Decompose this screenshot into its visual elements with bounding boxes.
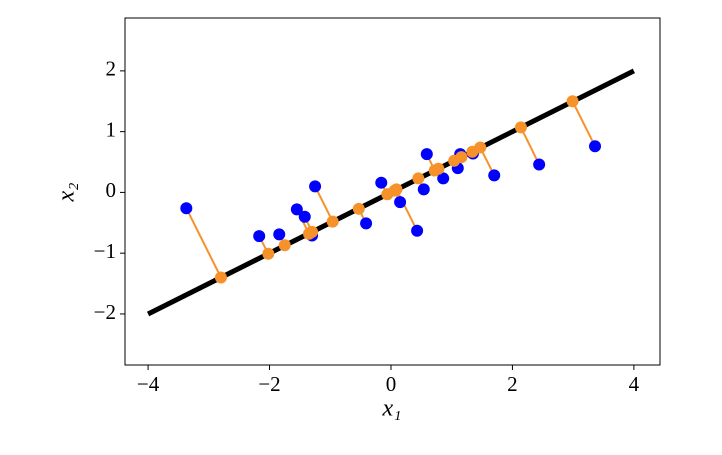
plot-frame [124, 17, 661, 366]
data-point [533, 158, 546, 171]
data-point [488, 169, 501, 182]
data-point [589, 140, 602, 153]
data-point [290, 203, 303, 216]
projected-point [455, 151, 468, 164]
x-tick-label: 4 [629, 372, 640, 396]
projected-point [214, 271, 227, 284]
x-axis-label: x₁ [382, 396, 402, 422]
y-tick-label: −1 [94, 239, 116, 263]
projected-point [304, 226, 317, 239]
data-point [375, 176, 388, 189]
data-point [437, 172, 450, 185]
x-tick-label: −4 [137, 372, 160, 396]
x-tick-label: 0 [386, 372, 397, 396]
projection-line [314, 185, 334, 223]
projected-point [514, 121, 527, 134]
projected-point [432, 162, 445, 175]
data-point [253, 230, 266, 243]
data-point [417, 183, 430, 196]
y-axis-label: x₂ [54, 183, 80, 203]
projection-line [395, 188, 418, 232]
y-tick-label: 0 [106, 178, 117, 202]
data-point [420, 148, 433, 161]
data-point [309, 180, 322, 193]
projection-line [520, 126, 541, 165]
data-point [180, 202, 193, 215]
projection-line [571, 100, 596, 147]
data-point [394, 196, 407, 209]
y-tick-label: 1 [106, 117, 117, 141]
projected-point [262, 247, 275, 260]
data-point [298, 210, 311, 223]
x-tick-label: 2 [507, 372, 518, 396]
projected-point [390, 183, 403, 196]
projected-point [566, 95, 579, 108]
y-tick-label: −2 [94, 300, 116, 324]
projected-point [278, 239, 291, 252]
data-point [411, 224, 424, 237]
projected-point [474, 141, 487, 154]
y-tick-label: 2 [106, 57, 117, 81]
projected-point [326, 215, 339, 228]
data-point [360, 217, 373, 230]
projection-line [185, 207, 222, 278]
projected-point [352, 202, 365, 215]
projected-point [412, 172, 425, 185]
x-tick-label: −2 [258, 372, 280, 396]
data-point [273, 228, 286, 241]
